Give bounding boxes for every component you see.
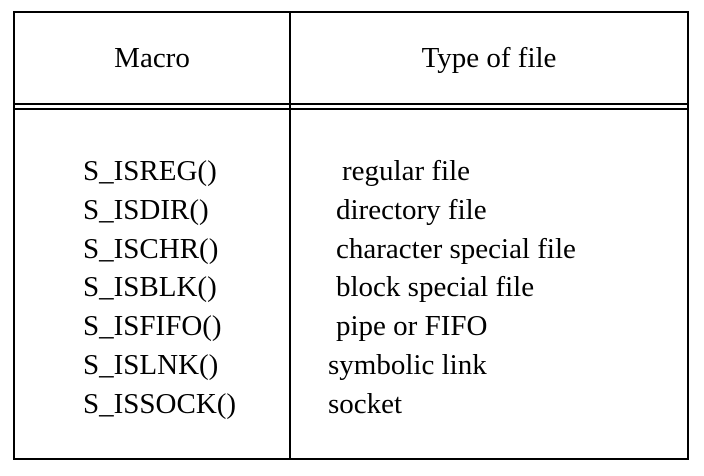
macro-cell: S_ISLNK() [83,348,219,381]
type-column: regular file directory file character sp… [328,152,576,424]
macro-cell: S_ISFIFO() [83,310,222,343]
type-cell: character special file [336,232,576,265]
macro-cell: S_ISBLK() [83,271,217,304]
macro-cell: S_ISREG() [83,155,217,187]
macro-cell: S_ISDIR() [83,193,209,226]
type-cell: block special file [336,271,535,304]
header-rule-bottom [15,108,687,110]
header-type-of-file: Type of file [291,13,687,103]
type-cell: symbolic link [328,348,487,381]
header-type-label: Type of file [421,41,557,74]
macro-cell: S_ISCHR() [83,232,219,265]
column-divider [289,13,291,458]
macro-column: S_ISREG() S_ISDIR() S_ISCHR() S_ISBLK() … [83,152,236,424]
type-cell: pipe or FIFO [336,310,488,343]
header-rule-top [15,103,687,105]
header-macro-label: Macro [114,41,190,74]
file-type-macro-table: Macro Type of file S_ISREG() S_ISDIR() S… [13,11,689,460]
type-cell: socket [328,387,403,420]
header-macro: Macro [15,13,289,103]
type-cell: regular file [342,155,471,187]
macro-cell: S_ISSOCK() [83,387,237,420]
type-cell: directory file [336,193,487,226]
